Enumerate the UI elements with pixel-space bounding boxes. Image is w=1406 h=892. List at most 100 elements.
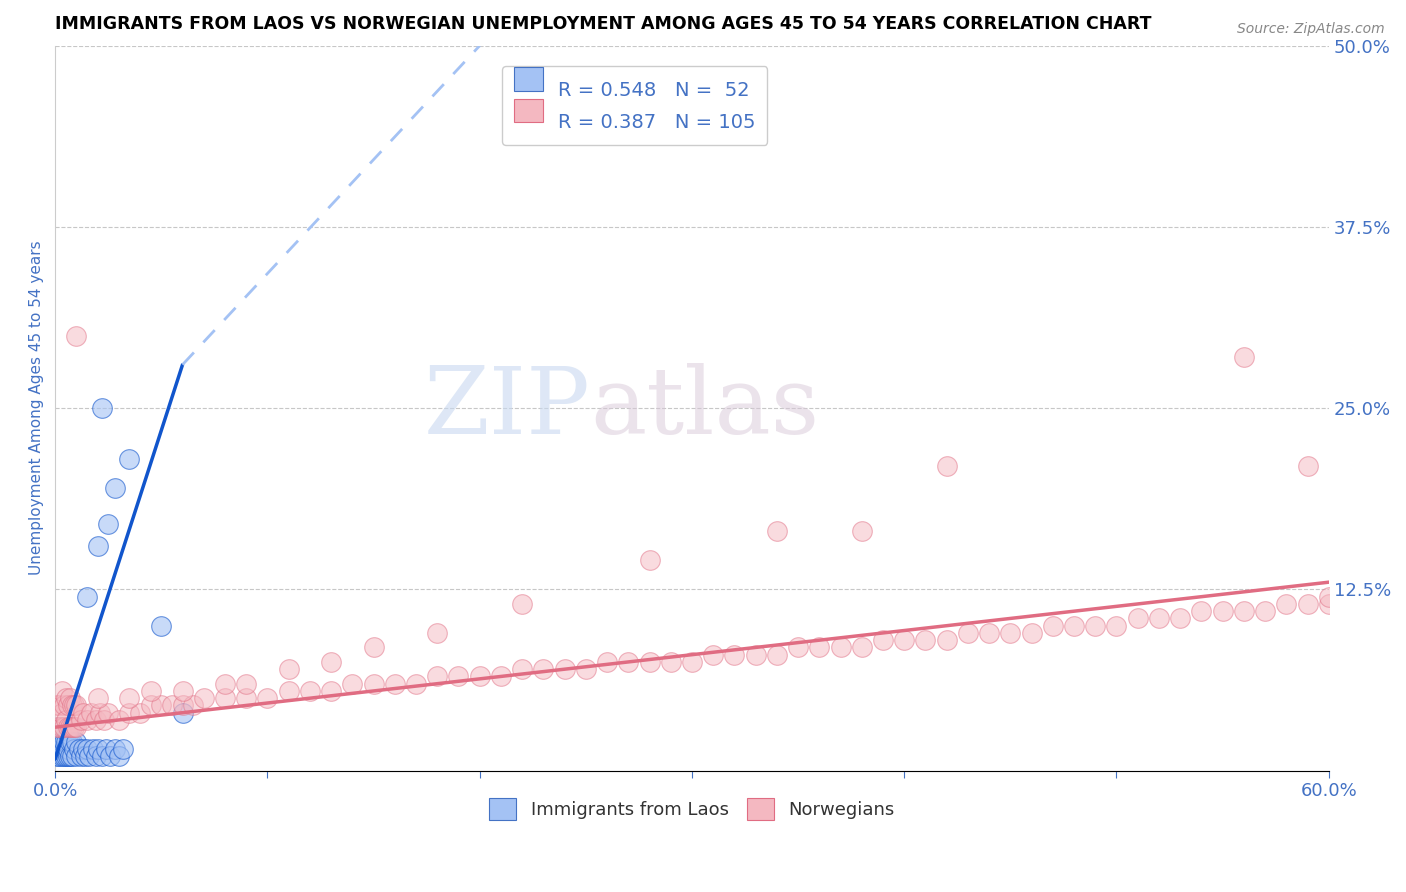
Point	[321, 655, 343, 669]
Point	[1189, 604, 1212, 618]
Y-axis label: Unemployment Among Ages 45 to 54 years: Unemployment Among Ages 45 to 54 years	[30, 241, 44, 575]
Point	[86, 691, 108, 706]
Point	[56, 720, 79, 734]
Point	[681, 655, 703, 669]
Point	[447, 669, 470, 683]
Point	[55, 691, 77, 706]
Point	[52, 734, 75, 748]
Point	[554, 662, 576, 676]
Point	[1317, 597, 1340, 611]
Point	[63, 742, 86, 756]
Point	[72, 742, 94, 756]
Point	[510, 597, 533, 611]
Point	[80, 706, 103, 720]
Point	[638, 655, 661, 669]
Text: ZIP: ZIP	[423, 363, 591, 453]
Point	[65, 698, 87, 713]
Point	[851, 524, 873, 539]
Point	[1168, 611, 1191, 625]
Point	[108, 749, 131, 764]
Point	[723, 648, 745, 662]
Point	[214, 691, 236, 706]
Point	[51, 734, 73, 748]
Point	[150, 698, 173, 713]
Point	[277, 684, 299, 698]
Point	[51, 742, 73, 756]
Point	[48, 742, 70, 756]
Point	[426, 626, 449, 640]
Point	[67, 742, 90, 756]
Point	[60, 749, 83, 764]
Point	[766, 524, 789, 539]
Text: Source: ZipAtlas.com: Source: ZipAtlas.com	[1237, 22, 1385, 37]
Point	[112, 742, 135, 756]
Point	[51, 727, 73, 741]
Point	[48, 727, 70, 741]
Point	[84, 749, 107, 764]
Point	[59, 734, 82, 748]
Point	[46, 734, 69, 748]
Point	[118, 451, 141, 466]
Point	[1233, 351, 1256, 365]
Point	[787, 640, 810, 655]
Point	[48, 749, 70, 764]
Point	[94, 742, 117, 756]
Point	[118, 706, 141, 720]
Point	[55, 713, 77, 727]
Point	[1233, 604, 1256, 618]
Point	[48, 698, 70, 713]
Point	[52, 698, 75, 713]
Point	[63, 720, 86, 734]
Point	[172, 706, 194, 720]
Point	[596, 655, 619, 669]
Point	[59, 749, 82, 764]
Point	[60, 720, 83, 734]
Point	[63, 698, 86, 713]
Point	[531, 662, 554, 676]
Point	[48, 720, 70, 734]
Point	[90, 749, 112, 764]
Point	[72, 706, 94, 720]
Point	[638, 553, 661, 567]
Point	[321, 684, 343, 698]
Point	[1105, 618, 1128, 632]
Point	[139, 684, 162, 698]
Point	[1126, 611, 1149, 625]
Point	[52, 720, 75, 734]
Point	[956, 626, 979, 640]
Point	[90, 401, 112, 416]
Point	[363, 676, 385, 690]
Point	[363, 640, 385, 655]
Point	[65, 328, 87, 343]
Point	[1000, 626, 1022, 640]
Point	[1254, 604, 1277, 618]
Point	[872, 633, 894, 648]
Point	[893, 633, 915, 648]
Point	[55, 749, 77, 764]
Point	[935, 633, 957, 648]
Point	[808, 640, 831, 655]
Point	[1317, 590, 1340, 604]
Point	[510, 662, 533, 676]
Point	[118, 691, 141, 706]
Point	[52, 749, 75, 764]
Point	[160, 698, 183, 713]
Point	[172, 698, 194, 713]
Point	[744, 648, 766, 662]
Point	[914, 633, 936, 648]
Point	[56, 698, 79, 713]
Point	[48, 720, 70, 734]
Point	[1063, 618, 1085, 632]
Point	[51, 720, 73, 734]
Point	[1212, 604, 1234, 618]
Point	[108, 713, 131, 727]
Point	[1147, 611, 1170, 625]
Point	[617, 655, 640, 669]
Point	[98, 749, 121, 764]
Point	[65, 734, 87, 748]
Point	[89, 706, 111, 720]
Point	[56, 727, 79, 741]
Point	[77, 749, 100, 764]
Point	[129, 706, 152, 720]
Point	[48, 734, 70, 748]
